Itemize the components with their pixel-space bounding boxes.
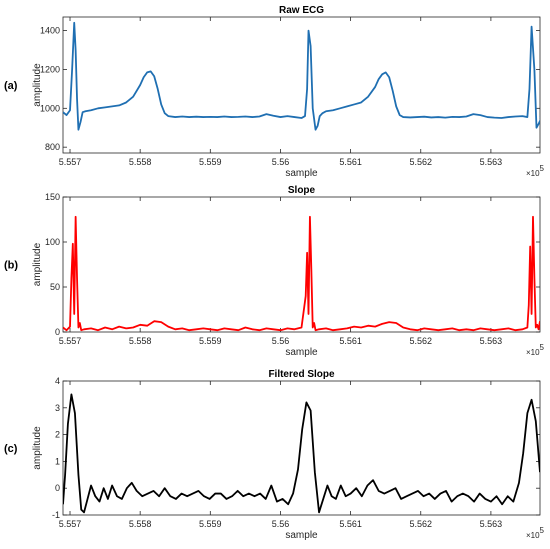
y-tick-label: 50 (50, 282, 60, 292)
x-multiplier-exponent: 5 (540, 526, 545, 535)
series-line (63, 215, 540, 332)
panel-label: (b) (4, 260, 18, 272)
panel-label: (a) (4, 80, 18, 92)
y-tick-label: 150 (45, 192, 60, 202)
x-tick-label: 5.561 (339, 157, 362, 167)
series-line (63, 393, 540, 514)
y-tick-label: 3 (55, 403, 60, 413)
x-multiplier: ×10 (526, 169, 540, 178)
y-tick-label: 1000 (40, 103, 60, 113)
x-multiplier-exponent: 5 (540, 164, 545, 173)
x-axis-label: sample (285, 530, 318, 541)
y-tick-label: 0 (55, 483, 60, 493)
y-tick-label: 1 (55, 456, 60, 466)
axes-box (62, 380, 541, 516)
x-tick-label: 5.561 (339, 519, 362, 529)
y-tick-label: 100 (45, 237, 60, 247)
x-tick-label: 5.558 (129, 157, 152, 167)
x-tick-label: 5.56 (272, 157, 290, 167)
x-axis-label: sample (285, 347, 318, 358)
y-axis-label: amplitude (32, 63, 43, 107)
chart-title: Slope (288, 185, 316, 196)
x-multiplier-exponent: 5 (540, 343, 545, 352)
y-tick-label: 2 (55, 430, 60, 440)
x-tick-label: 5.563 (480, 336, 503, 346)
panel-label: (c) (4, 443, 18, 455)
x-multiplier: ×10 (526, 348, 540, 357)
x-tick-label: 5.557 (59, 157, 82, 167)
chart-title: Raw ECG (279, 5, 324, 16)
x-tick-label: 5.562 (409, 336, 432, 346)
y-tick-label: 4 (55, 376, 60, 386)
x-tick-label: 5.559 (199, 336, 222, 346)
y-axis-label: amplitude (32, 242, 43, 286)
x-tick-label: 5.559 (199, 157, 222, 167)
x-tick-label: 5.559 (199, 519, 222, 529)
y-tick-label: 800 (45, 142, 60, 152)
axes-box (62, 16, 541, 154)
x-tick-label: 5.561 (339, 336, 362, 346)
panel-1: 5.557 5.558 5.559 5.56 5.561 5.562 5.563 800 100… (4, 5, 545, 179)
x-tick-label: 5.56 (272, 519, 290, 529)
y-tick-label: 1400 (40, 26, 60, 36)
x-tick-label: 5.558 (129, 519, 152, 529)
axes-box (62, 196, 541, 333)
x-tick-label: 5.56 (272, 336, 290, 346)
x-tick-label: 5.557 (59, 336, 82, 346)
y-tick-label: -1 (52, 510, 60, 520)
panel-2: 5.557 5.558 5.559 5.56 5.561 5.562 5.563 0 50 100… (4, 185, 545, 358)
panel-3: 5.557 5.558 5.559 5.56 5.561 5.562 5.563 -1 0 1 2 3… (4, 369, 545, 541)
x-multiplier: ×10 (526, 531, 540, 540)
y-tick-label: 1200 (40, 64, 60, 74)
x-tick-label: 5.558 (129, 336, 152, 346)
x-tick-label: 5.562 (409, 157, 432, 167)
x-tick-label: 5.557 (59, 519, 82, 529)
y-axis-label: amplitude (32, 426, 43, 470)
x-tick-label: 5.563 (480, 519, 503, 529)
series-line (63, 21, 540, 131)
x-axis-label: sample (285, 168, 318, 179)
y-tick-label: 0 (55, 327, 60, 337)
x-tick-label: 5.563 (480, 157, 503, 167)
chart-title: Filtered Slope (268, 369, 335, 380)
x-tick-label: 5.562 (409, 519, 432, 529)
